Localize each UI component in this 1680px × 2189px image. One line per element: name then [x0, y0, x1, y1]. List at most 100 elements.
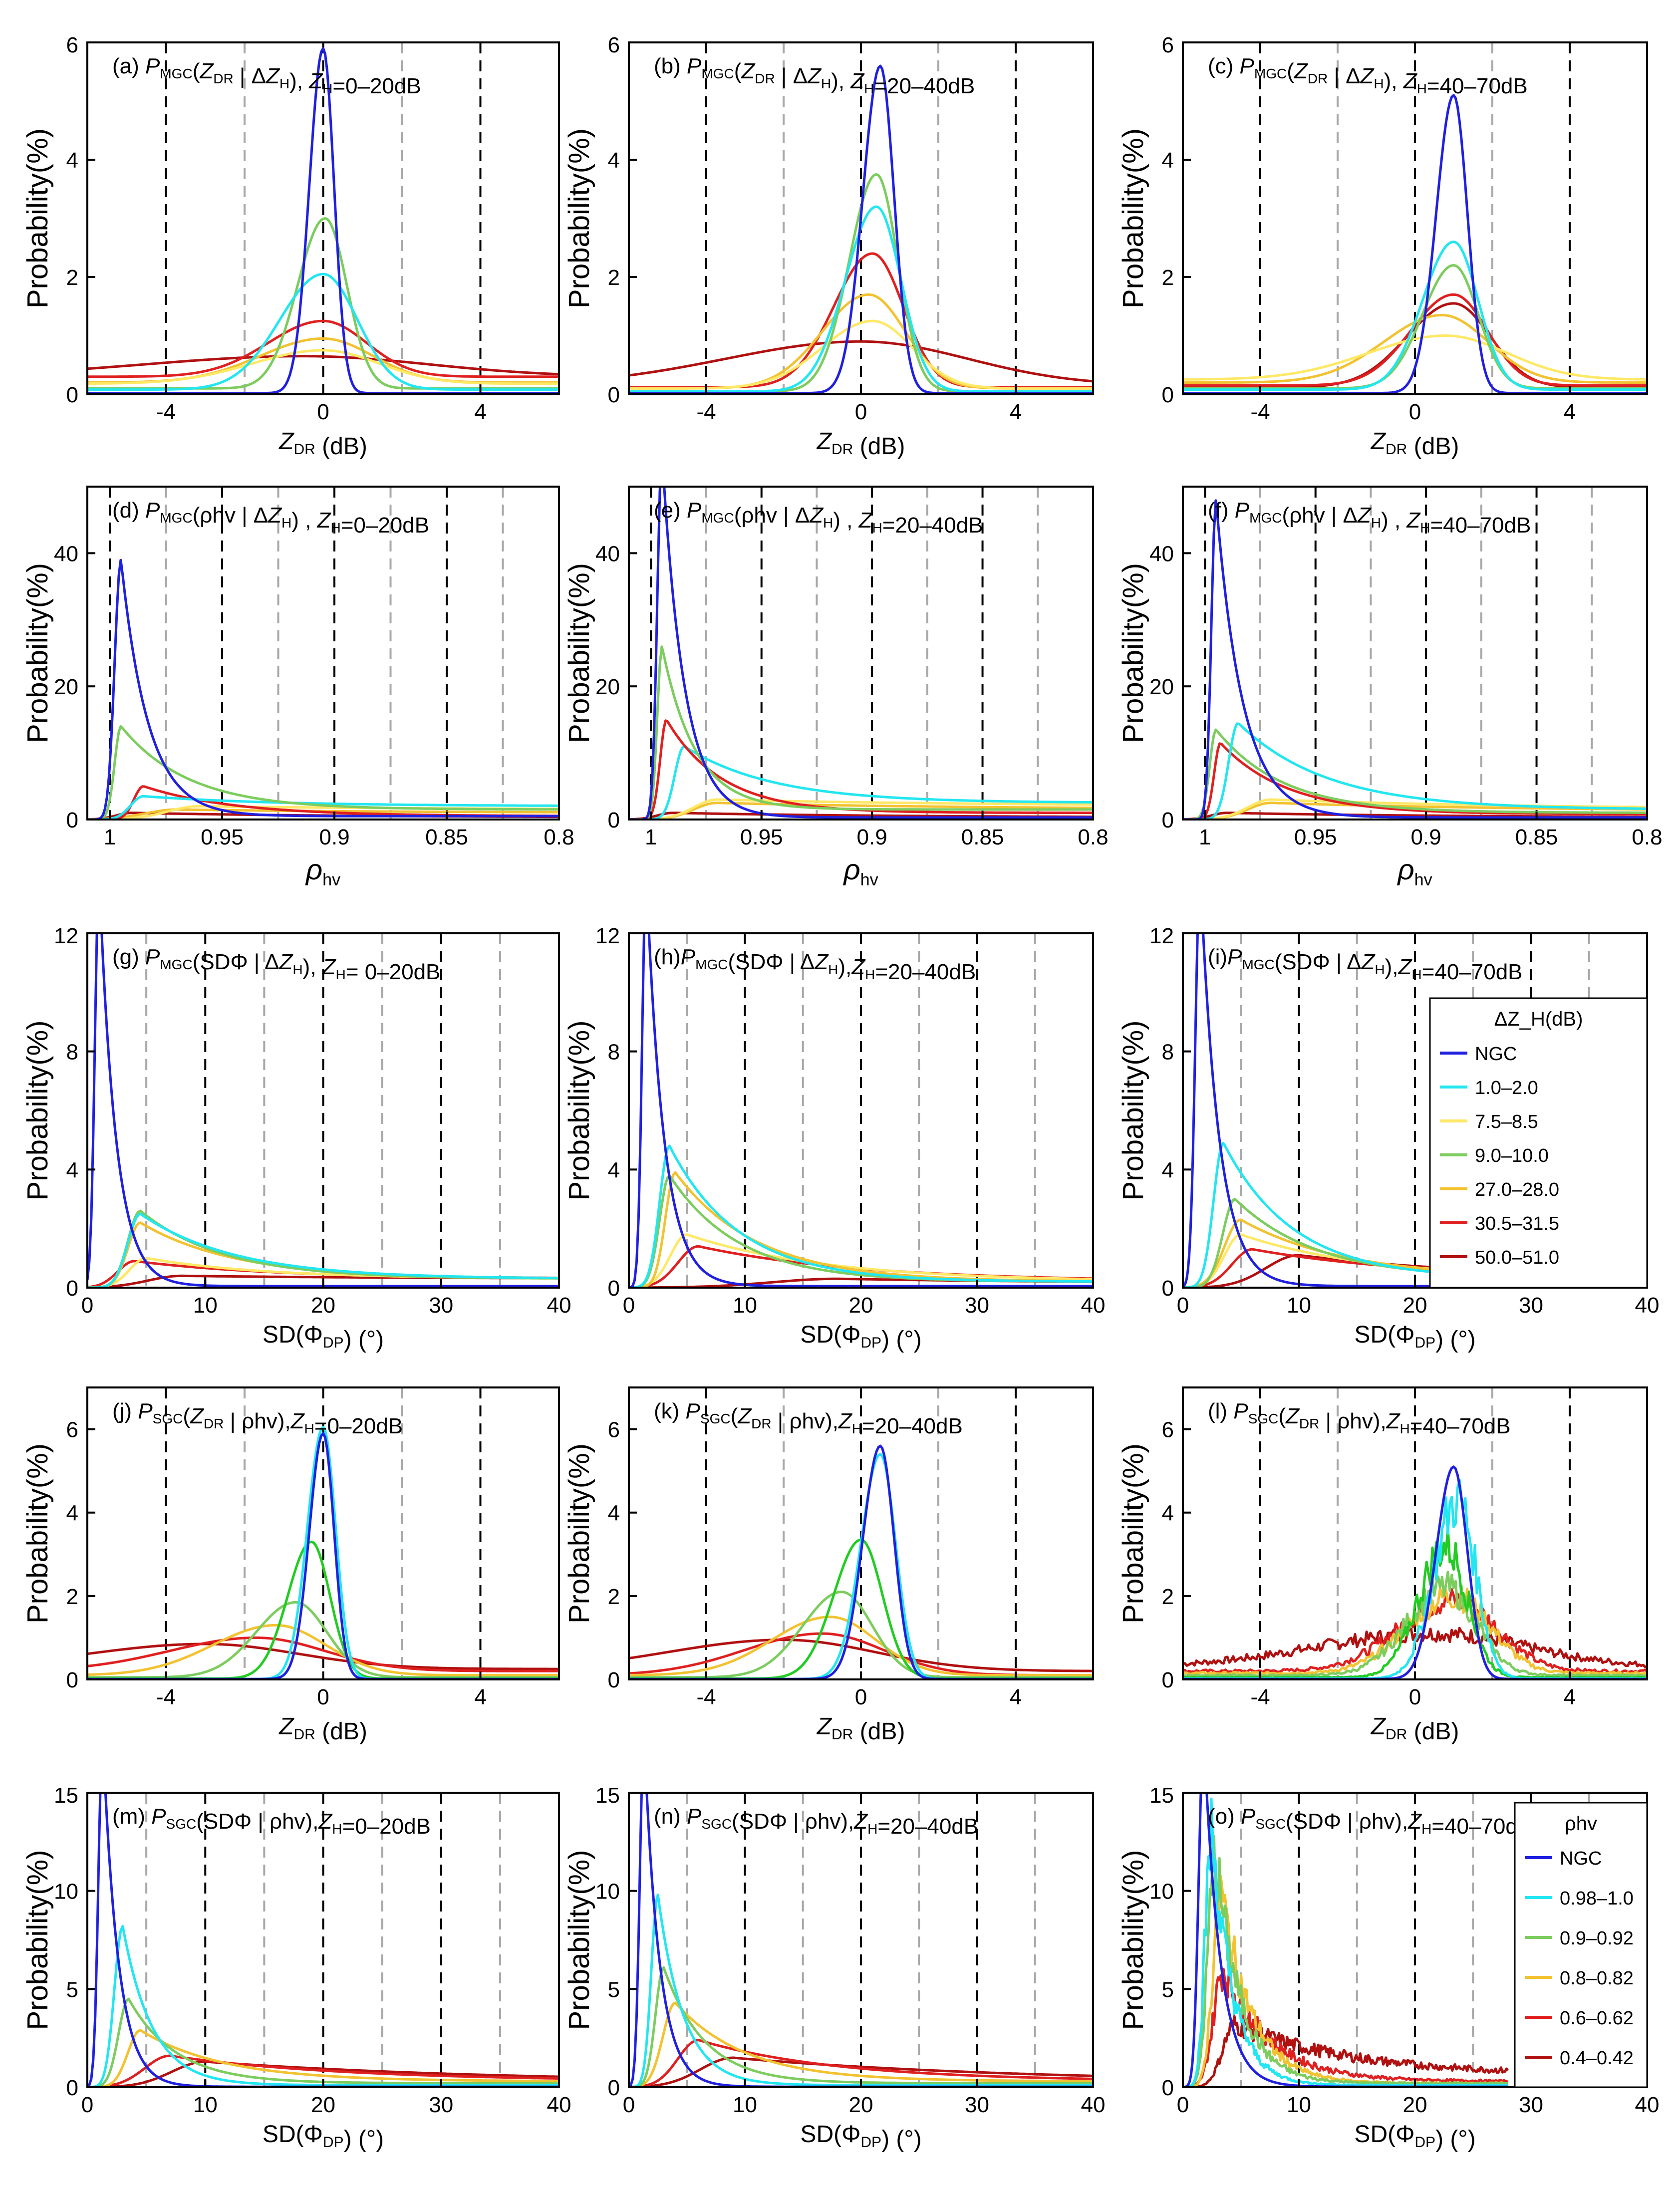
x-axis-label: ZDR (dB) [279, 1713, 367, 1745]
x-tick-label: 40 [1081, 2093, 1106, 2117]
title-text: ( [731, 1404, 738, 1428]
y-axis-label: Probability(%) [1117, 128, 1149, 308]
title-text: (ρhv | Δ [1282, 503, 1357, 528]
series-line-NGC [87, 558, 559, 820]
title-subscript: MGC [160, 957, 192, 972]
y-tick-label: 5 [608, 1977, 620, 2002]
legend-entry: 50.0–51.0 [1475, 1247, 1559, 1268]
title-text: (a) [112, 54, 145, 78]
title-text: ), [838, 955, 851, 979]
label-text: ) (°) [344, 1327, 384, 1353]
plot-frame [1182, 486, 1648, 821]
series-group [87, 558, 559, 820]
x-tick-label: 20 [311, 1293, 335, 1318]
y-tick-label: 0 [608, 2076, 620, 2100]
label-text: ) (°) [344, 2126, 384, 2153]
title-text: (SDΦ | ρhv), [196, 1809, 318, 1834]
title-subscript: H [1420, 520, 1430, 536]
title-symbol: Z [1407, 1809, 1422, 1834]
y-axis-label: Probability(%) [21, 1443, 54, 1624]
title-subscript: H [864, 81, 874, 96]
label-text: (dB) [315, 1718, 367, 1745]
x-tick-label: 0.95 [740, 825, 783, 849]
title-subscript: H [322, 81, 332, 96]
title-subscript: MGC [160, 510, 192, 526]
legend-entry: 0.9–0.92 [1560, 1928, 1634, 1949]
panel-title: (o) PSGC(SDΦ | ρhv),ZH=40–70dB [1208, 1804, 1532, 1839]
title-text: ( [183, 1404, 190, 1428]
title-subscript: H [867, 1821, 877, 1837]
y-tick-label: 8 [1162, 1040, 1174, 1065]
panel-o: 0 5 10 15 0 10 20 30 40 Probability(%) SD(ΦDP) (°)… [1117, 1783, 1659, 2153]
panel-title: (m) PSGC(SDΦ | ρhv),ZH=0–20dB [112, 1804, 431, 1839]
label-symbol: Φ [841, 2121, 860, 2148]
title-subscript: SGC [701, 1816, 732, 1832]
label-subscript: DR [1386, 441, 1407, 458]
title-text: (SDΦ | Δ [728, 950, 815, 974]
y-axis-label: Probability(%) [21, 563, 54, 743]
label-subscript: DR [293, 441, 315, 458]
label-symbol: Φ [1396, 2121, 1414, 2148]
x-tick-label: 0.85 [425, 825, 468, 849]
y-tick-label: 0 [608, 808, 620, 832]
title-symbol: Z [1386, 1409, 1401, 1433]
title-symbol: Z [308, 69, 323, 93]
series-line-0-9-0-92 [1183, 1835, 1508, 2087]
title-subscript: H [1421, 1821, 1431, 1837]
title-text: ) , [291, 508, 317, 533]
y-tick-label: 10 [595, 1880, 620, 1904]
label-text: SD( [800, 1322, 841, 1348]
y-tick-label: 15 [595, 1783, 620, 1808]
x-tick-label: 10 [733, 1293, 757, 1318]
y-tick-label: 0 [66, 2076, 78, 2100]
title-text: (g) [112, 945, 145, 969]
panel-title: (l) PSGC(ZDR | ρhv),ZH=40–70dB [1208, 1399, 1511, 1438]
panel-title: (b) PMGC(ZDR | ΔZH), ZH=20–40dB [654, 54, 975, 98]
series-line-50-0-51-0 [87, 355, 559, 376]
title-symbol: Z [1403, 69, 1418, 93]
title-symbol: Z [1361, 950, 1376, 974]
y-tick-label: 12 [54, 924, 78, 948]
title-text: (m) [112, 1804, 151, 1829]
title-symbol: P [145, 945, 160, 969]
title-text: (l) [1208, 1399, 1233, 1423]
x-tick-label: 1 [645, 825, 657, 849]
title-text: ), [831, 69, 850, 93]
y-tick-label: 15 [1149, 1783, 1174, 1808]
title-subscript: H [823, 515, 833, 531]
x-tick-label: 4 [1564, 400, 1576, 424]
x-tick-label: 0 [317, 1685, 329, 1709]
x-tick-label: 20 [849, 2093, 873, 2117]
label-symbol: Φ [304, 2121, 323, 2148]
title-subscript: H [332, 1821, 342, 1837]
x-tick-label: 40 [1635, 1293, 1660, 1318]
x-tick-label: 0 [623, 1293, 635, 1318]
plot-frame [628, 932, 1094, 1289]
title-text: (ρhv | Δ [193, 503, 268, 528]
x-tick-label: 20 [1403, 2093, 1427, 2117]
label-text: SD( [1354, 1322, 1396, 1348]
title-symbol: Z [199, 59, 214, 83]
title-symbol: Z [858, 508, 873, 533]
x-tick-label: 40 [547, 1293, 571, 1318]
legend-box [1429, 997, 1648, 1289]
title-subscript: MGC [1242, 957, 1274, 972]
title-text: ), [1384, 69, 1403, 93]
title-subscript: H [1411, 967, 1421, 982]
panel-e: 0 20 40 1 0.95 0.9 0.85 0.8 Probability(%) ρhv (e)… [563, 486, 1109, 889]
title-text: (SDΦ | Δ [193, 950, 280, 974]
legend-entry: 0.4–0.42 [1560, 2048, 1634, 2069]
x-axis-label: ρhv [305, 853, 340, 889]
title-subscript: MGC [695, 957, 728, 972]
series-line-30-5-31-5 [1183, 742, 1647, 820]
y-axis-label: Probability(%) [563, 128, 595, 308]
series-line-0-4-0-42 [1183, 1627, 1647, 1668]
title-text: (d) [112, 498, 145, 523]
legend-i: ΔZ_H(dB) NGC 1.0–2.0 7.5–8.5 9.0–10.0 27.0–28… [1429, 997, 1648, 1289]
x-tick-label: 20 [849, 1293, 873, 1318]
title-text: =0–20dB [332, 74, 421, 98]
label-text: (dB) [853, 433, 905, 460]
title-subscript: H [1417, 81, 1427, 96]
